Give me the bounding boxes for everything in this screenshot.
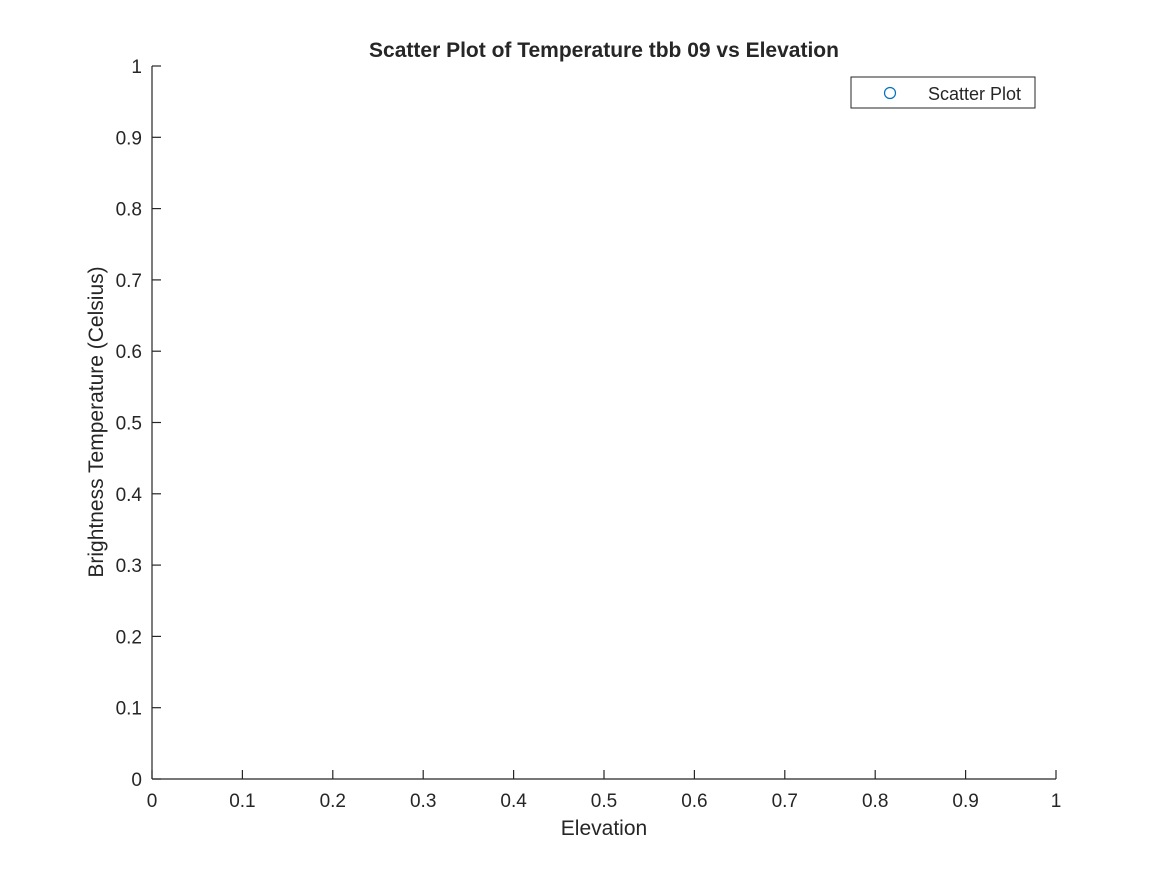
- y-tick-label: 0.3: [116, 556, 142, 577]
- x-axis-label: Elevation: [561, 817, 647, 840]
- x-tick-label: 0: [147, 791, 158, 812]
- x-tick-label: 0.3: [410, 791, 436, 812]
- chart-title: Scatter Plot of Temperature tbb 09 vs El…: [369, 39, 839, 62]
- y-ticks: 0 0.1 0.2 0.3 0.4 0.5 0.6 0.7 0.8 0.9 1: [116, 57, 161, 791]
- x-tick-label: 0.5: [591, 791, 617, 812]
- x-tick-label: 0.1: [229, 791, 255, 812]
- y-tick-label: 0.1: [116, 699, 142, 720]
- x-tick-label: 0.2: [320, 791, 346, 812]
- axes: 0 0.1 0.2 0.3 0.4 0.5 0.6 0.7 0.8 0.9 1 0 0.1 0.2 0.3…: [116, 57, 1062, 812]
- y-tick-label: 1: [131, 57, 142, 78]
- x-tick-label: 0.9: [952, 791, 978, 812]
- y-tick-label: 0.7: [116, 271, 142, 292]
- legend-marker-circle-icon: [883, 86, 897, 100]
- legend: Scatter Plot: [850, 76, 1036, 109]
- y-tick-label: 0.4: [116, 485, 143, 506]
- x-tick-label: 0.8: [862, 791, 888, 812]
- y-tick-label: 0.8: [116, 200, 142, 221]
- y-tick-label: 0: [131, 770, 142, 791]
- y-tick-label: 0.9: [116, 128, 142, 149]
- x-tick-label: 1: [1051, 791, 1062, 812]
- y-tick-label: 0.5: [116, 414, 142, 435]
- y-axis-label: Brightness Temperature (Celsius): [85, 266, 108, 577]
- legend-label: Scatter Plot: [928, 84, 1021, 104]
- x-ticks: 0 0.1 0.2 0.3 0.4 0.5 0.6 0.7 0.8 0.9 1: [147, 770, 1062, 812]
- y-tick-label: 0.6: [116, 342, 142, 363]
- x-tick-label: 0.4: [500, 791, 527, 812]
- x-tick-label: 0.7: [772, 791, 798, 812]
- legend-box: [850, 76, 1036, 109]
- y-tick-label: 0.2: [116, 627, 142, 648]
- x-tick-label: 0.6: [681, 791, 707, 812]
